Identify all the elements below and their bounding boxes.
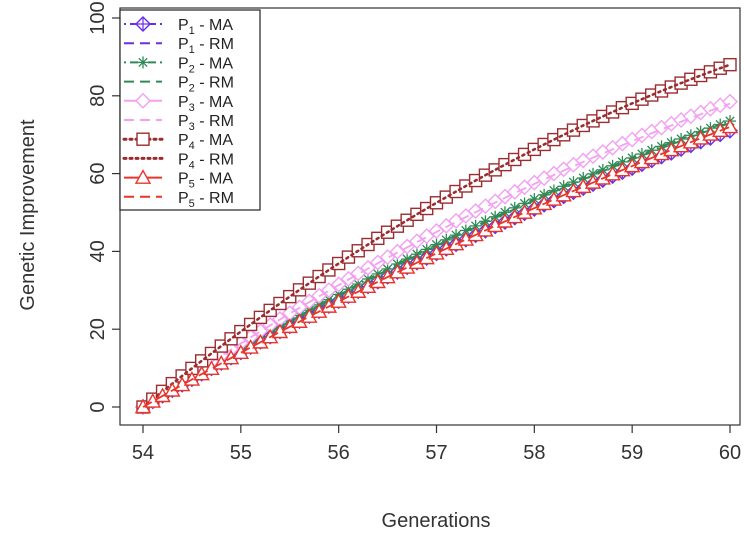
legend-item: P5 - MA: [124, 169, 233, 191]
legend-label: P2 - MA: [178, 55, 233, 75]
y-tick-label: 100: [87, 1, 109, 34]
marker-star-d2: [519, 198, 530, 209]
legend-label: P2 - RM: [178, 75, 234, 95]
legend-label: P3 - MA: [178, 94, 233, 114]
data-point: [136, 132, 150, 146]
y-tick-label: 40: [87, 240, 109, 262]
data-point: [134, 169, 152, 184]
legend-label: P5 - MA: [178, 171, 233, 191]
x-tick-label: 60: [719, 442, 741, 464]
x-tick-label: 54: [132, 442, 154, 464]
marker-triangle: [134, 169, 152, 184]
marker-star-d2: [490, 212, 500, 222]
data-point: [721, 118, 739, 134]
marker-square: [723, 57, 737, 72]
marker-star-d2: [431, 239, 442, 250]
series-p5-rm: [142, 126, 731, 408]
y-tick-label: 0: [87, 401, 109, 412]
legend-label: P4 - MA: [178, 132, 233, 152]
legend-item: P1 - MA: [124, 16, 233, 37]
marker-star-d2: [549, 185, 559, 196]
legend-item: P2 - MA: [124, 55, 233, 75]
series-line: [142, 102, 731, 408]
marker-star-d2: [138, 57, 148, 68]
plot-area: [119, 7, 741, 426]
data-point: [137, 56, 149, 69]
x-axis-title: Generations: [382, 510, 491, 532]
series-line: [141, 63, 732, 409]
x-tick-label: 59: [621, 442, 643, 464]
x-tick-label: 58: [523, 442, 545, 464]
y-tick-label: 60: [87, 162, 109, 184]
marker-square: [136, 132, 150, 146]
x-tick-label: 56: [328, 442, 350, 464]
y-axis-title: Genetic Improvement: [17, 119, 39, 311]
series-line: [142, 126, 731, 408]
legend-label: P4 - RM: [178, 151, 234, 171]
marker-star-d2: [461, 225, 471, 236]
marker-triangle: [721, 118, 739, 134]
legend-item: P5 - RM: [124, 190, 234, 210]
legend-item: P2 - RM: [124, 75, 234, 95]
marker-star-d2: [578, 173, 588, 183]
data-point: [135, 16, 151, 32]
legend-item: P3 - MA: [124, 92, 233, 114]
y-tick-label: 20: [87, 318, 109, 340]
y-tick-label: 80: [87, 85, 109, 107]
plot-frame: [119, 7, 741, 426]
legend-label: P1 - RM: [178, 36, 234, 56]
data-point: [135, 92, 151, 109]
legend-item: P4 - MA: [122, 132, 233, 152]
legend-item: P4 - RM: [122, 151, 234, 171]
legend-item: P1 - RM: [124, 36, 234, 56]
legend-label: P5 - RM: [178, 190, 234, 210]
x-tick-label: 55: [230, 442, 252, 464]
series-p4-rm: [141, 63, 732, 409]
legend-item: P3 - RM: [124, 113, 234, 133]
series-layer: [134, 57, 739, 415]
marker-diamond: [135, 92, 151, 109]
legend-label: P3 - RM: [178, 113, 234, 133]
series-p3-rm: [142, 102, 731, 408]
data-point: [723, 57, 737, 72]
x-tick-label: 57: [425, 442, 447, 464]
axes-layer: 54 55 56 57 58 59 60 0 20 40 60 80 100: [87, 1, 741, 464]
legend-label: P1 - MA: [178, 17, 233, 37]
